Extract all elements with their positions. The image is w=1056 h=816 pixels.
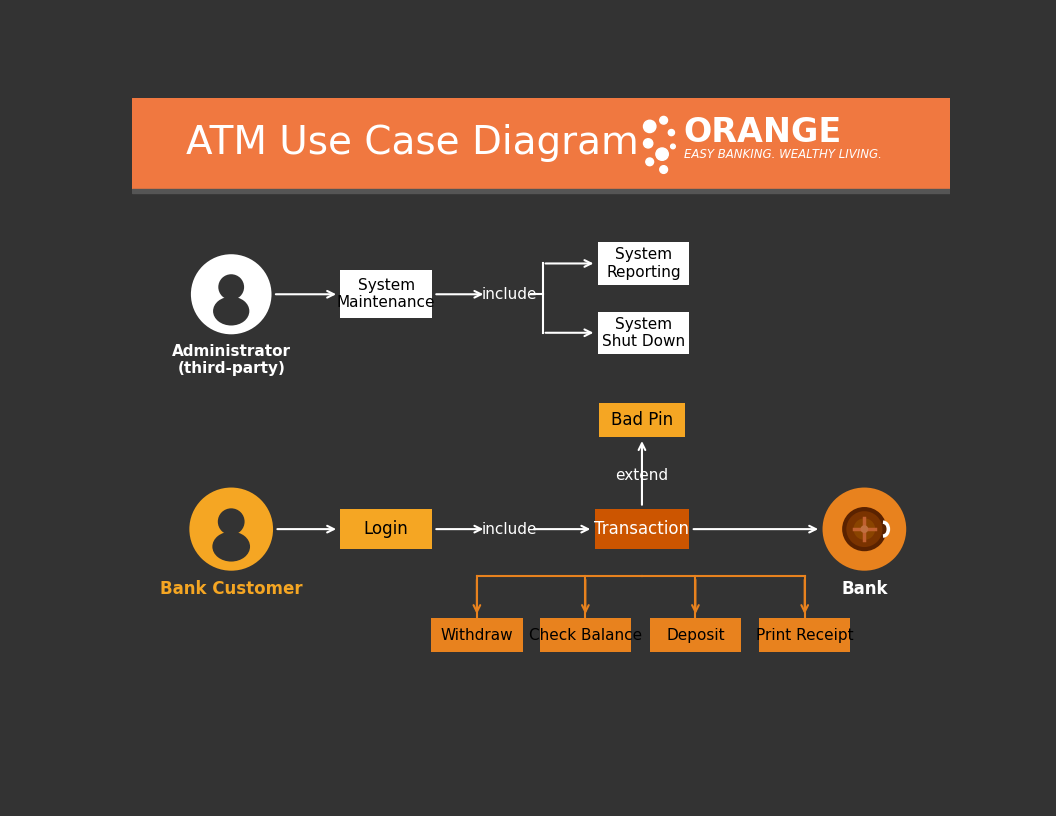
Circle shape <box>853 518 875 540</box>
Bar <box>595 509 690 549</box>
Text: Administrator
(third-party): Administrator (third-party) <box>172 344 290 376</box>
Text: System
Shut Down: System Shut Down <box>602 317 685 349</box>
Circle shape <box>660 166 667 173</box>
Bar <box>759 619 850 652</box>
Circle shape <box>656 148 668 160</box>
Bar <box>598 312 690 354</box>
Circle shape <box>643 139 653 148</box>
Text: include: include <box>482 521 538 537</box>
Text: Bank: Bank <box>842 580 888 598</box>
Circle shape <box>668 130 675 135</box>
Text: Bank Customer: Bank Customer <box>159 580 302 598</box>
Circle shape <box>823 487 906 570</box>
Text: System
Maintenance: System Maintenance <box>337 278 435 310</box>
Text: Deposit: Deposit <box>666 628 724 643</box>
Text: ATM Use Case Diagram: ATM Use Case Diagram <box>186 124 639 162</box>
Text: extend: extend <box>616 468 668 483</box>
Bar <box>431 619 523 652</box>
Circle shape <box>646 158 654 166</box>
Circle shape <box>660 117 667 124</box>
Circle shape <box>189 487 274 570</box>
Ellipse shape <box>212 531 250 561</box>
Text: Bad Pin: Bad Pin <box>610 410 673 428</box>
Text: Check Balance: Check Balance <box>529 628 642 643</box>
Circle shape <box>191 255 271 335</box>
Bar <box>598 242 690 285</box>
Ellipse shape <box>213 297 249 326</box>
Bar <box>600 403 684 437</box>
Bar <box>649 619 741 652</box>
Text: Transaction: Transaction <box>595 520 690 538</box>
Bar <box>132 188 950 193</box>
Text: Login: Login <box>364 520 409 538</box>
Circle shape <box>861 526 868 533</box>
Circle shape <box>218 508 245 535</box>
Text: ORANGE: ORANGE <box>684 116 842 149</box>
Text: include: include <box>482 286 538 302</box>
Circle shape <box>844 509 885 549</box>
Text: Withdraw: Withdraw <box>440 628 513 643</box>
Bar <box>540 619 631 652</box>
Circle shape <box>219 274 244 299</box>
Text: EASY BANKING. WEALTHY LIVING.: EASY BANKING. WEALTHY LIVING. <box>684 148 882 161</box>
Bar <box>132 98 950 188</box>
Circle shape <box>671 144 675 149</box>
Bar <box>340 270 432 318</box>
Text: System
Reporting: System Reporting <box>606 247 681 280</box>
Circle shape <box>643 120 656 132</box>
Text: Print Receipt: Print Receipt <box>756 628 853 643</box>
Bar <box>340 509 432 549</box>
